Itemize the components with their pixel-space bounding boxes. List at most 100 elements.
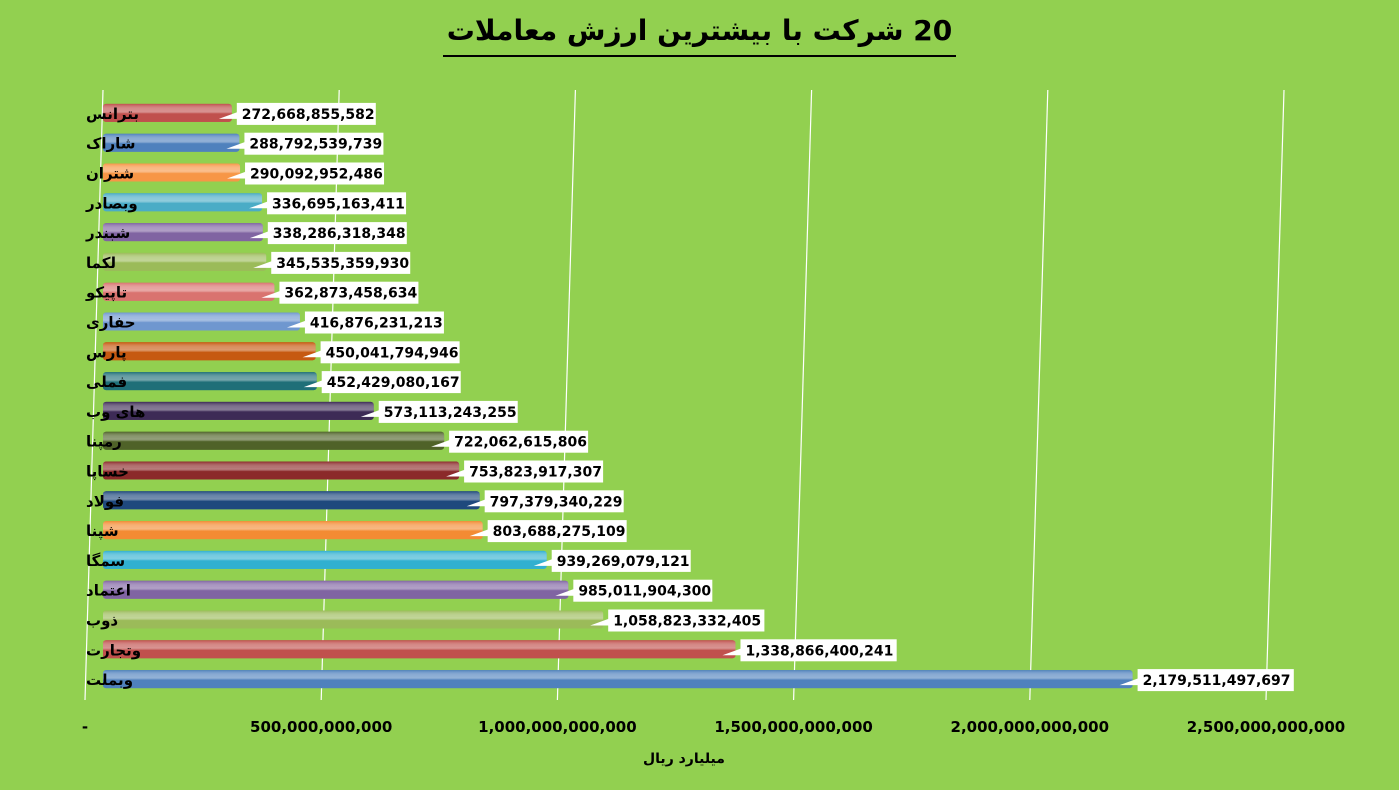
data-label-box [267, 192, 407, 215]
data-label-pointer [466, 498, 489, 507]
data-label-pointer [533, 557, 556, 566]
data-label: 573,113,243,255 [384, 405, 517, 421]
category-label: ذوب [86, 612, 118, 630]
x-tick-label: 2,500,000,000,000 [1187, 718, 1345, 736]
data-label-box [320, 341, 460, 364]
gridline [1265, 89, 1285, 701]
data-label-pointer [303, 379, 326, 388]
data-label-box [573, 579, 713, 602]
category-label: حفاری [86, 314, 136, 332]
gridline [1029, 89, 1049, 701]
category-label: رمپنا [86, 433, 122, 452]
data-label: 450,041,794,946 [326, 345, 459, 361]
data-label-box [244, 132, 384, 155]
data-label-box [245, 162, 385, 185]
bar-shine [103, 521, 483, 540]
data-label-pointer [227, 170, 250, 179]
data-label: 416,876,231,213 [310, 316, 443, 332]
category-label: سمگا [86, 552, 125, 570]
data-label-box [1137, 669, 1294, 692]
data-label: 797,379,340,229 [490, 494, 623, 510]
data-label-box [464, 460, 604, 483]
data-label-pointer [249, 200, 272, 209]
data-label: 1,058,823,332,405 [613, 614, 761, 630]
bar-shine [103, 550, 547, 569]
category-label: های وب [86, 403, 145, 421]
x-tick-label: - [82, 718, 88, 736]
gridline [84, 89, 104, 701]
x-tick-label: 1,500,000,000,000 [714, 718, 872, 736]
data-label-pointer [302, 349, 325, 358]
bar-shine [103, 342, 316, 361]
data-label: 362,873,458,634 [284, 286, 417, 302]
data-label: 288,792,539,739 [249, 137, 382, 153]
data-label-pointer [590, 617, 613, 626]
data-label-box [304, 311, 444, 334]
bar-shine [103, 133, 240, 152]
data-label-pointer [218, 110, 241, 119]
bar-shine [103, 401, 374, 420]
bar-shine [103, 252, 267, 271]
bar-shine [103, 372, 317, 391]
data-label: 2,179,511,497,697 [1143, 673, 1291, 689]
data-label: 939,269,079,121 [557, 554, 690, 570]
chart-title: 20 شرکت با بیشترین ارزش معاملات [442, 14, 957, 57]
data-label-pointer [249, 230, 272, 239]
bar-shine [103, 461, 460, 480]
data-label-pointer [226, 140, 249, 149]
bar-shine [103, 491, 480, 510]
x-tick-label: 2,000,000,000,000 [951, 718, 1109, 736]
data-label-pointer [1119, 677, 1142, 686]
bar-shine [103, 610, 604, 629]
data-label-pointer [360, 408, 383, 417]
category-label: اعتماد [86, 582, 131, 600]
category-label: خساپا [86, 463, 129, 482]
data-label-box [740, 639, 897, 662]
data-label: 290,092,952,486 [250, 167, 383, 183]
data-label-box [236, 102, 376, 125]
bar-shine [103, 282, 275, 301]
data-label: 753,823,917,307 [469, 465, 602, 481]
data-label-box [378, 400, 518, 423]
data-label-pointer [431, 438, 454, 447]
category-label: شاراک [86, 135, 136, 153]
category-label: وبصادر [85, 194, 138, 212]
bar-shine [103, 580, 569, 599]
category-label: شپنا [86, 522, 119, 541]
data-label-pointer [722, 647, 745, 656]
data-label: 336,695,163,411 [272, 196, 405, 212]
bar-shine [103, 640, 736, 659]
data-label-pointer [469, 528, 492, 537]
data-label: 722,062,615,806 [454, 435, 587, 451]
data-label-pointer [286, 319, 309, 328]
data-label: 1,338,866,400,241 [745, 643, 893, 659]
data-label-box [449, 430, 589, 453]
data-label-box [484, 490, 624, 513]
data-label: 452,429,080,167 [327, 375, 460, 391]
category-label: فملی [86, 373, 127, 391]
x-tick-label: 1,000,000,000,000 [478, 718, 636, 736]
category-label: وبملت [86, 671, 133, 689]
category-label: لکما [86, 254, 116, 272]
bar-shine [103, 223, 263, 242]
gridline [556, 89, 576, 701]
bar-shine [103, 193, 263, 212]
bar-shine [103, 312, 300, 331]
bar-shine [103, 431, 445, 450]
data-label: 338,286,318,348 [273, 226, 406, 242]
data-label-box [271, 251, 411, 274]
data-label-box [279, 281, 419, 304]
category-label: بترانس [86, 105, 139, 123]
data-label-pointer [253, 259, 276, 268]
data-label-box [321, 371, 461, 394]
data-label-pointer [261, 289, 284, 298]
data-label-box [267, 222, 407, 245]
data-label: 985,011,904,300 [578, 584, 711, 600]
x-axis-title: میلیارد ریال [643, 751, 725, 767]
bar-shine [103, 163, 241, 182]
bar-shine [103, 670, 1133, 689]
data-label-box [551, 549, 691, 572]
x-tick-label: 500,000,000,000 [250, 718, 392, 736]
